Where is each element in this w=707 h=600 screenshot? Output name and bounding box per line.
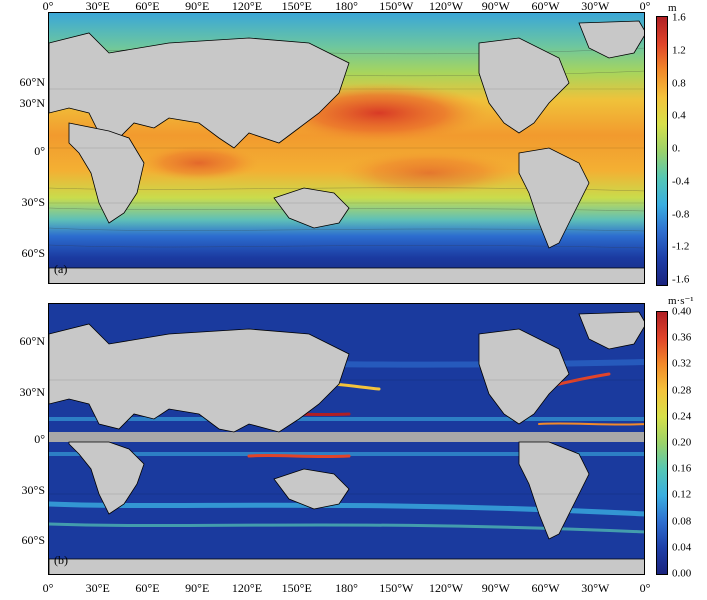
longitude-label-bottom: 30°E (85, 581, 110, 595)
longitude-label-top: 60°E (135, 0, 160, 13)
longitude-label-bottom: 0° (639, 581, 651, 595)
longitude-label-top: 90°W (481, 0, 510, 13)
longitude-label-top: 30°E (85, 0, 110, 13)
longitude-label-bottom: 120°W (428, 581, 464, 595)
latitude-label-a: 0° (34, 144, 45, 158)
ssh-colorbar-unit: m (668, 2, 677, 14)
velocity-map (49, 304, 644, 574)
latitude-label-a: 60°S (21, 246, 45, 260)
velocity-colorbar-tick: 0.00 (672, 567, 692, 580)
velocity-colorbar-tick: 0.04 (672, 541, 692, 554)
latitude-label-b: 30°S (21, 483, 45, 497)
latitude-label-b: 60°S (21, 533, 45, 547)
longitude-label-bottom: 60°W (531, 581, 560, 595)
velocity-colorbar-tick: 0.28 (672, 384, 692, 397)
longitude-label-top: 30°W (581, 0, 610, 13)
latitude-label-a: 60°N (19, 75, 45, 89)
ssh-colorbar-tick: 1.2 (672, 44, 686, 57)
geostrophic-velocity-map-panel: (b) (48, 303, 645, 575)
velocity-colorbar-tick: 0.12 (672, 488, 692, 501)
velocity-colorbar-tick: 0.08 (672, 515, 692, 528)
velocity-colorbar-unit: m·s⁻¹ (668, 295, 694, 307)
longitude-label-top: 180° (335, 0, 358, 13)
latitude-label-b: 30°N (19, 385, 45, 399)
ssh-colorbar-tick: 0. (672, 142, 681, 155)
longitude-label-top: 60°W (531, 0, 560, 13)
ssh-colorbar-tick: -0.8 (672, 208, 690, 220)
latitude-label-a: 30°N (19, 96, 45, 110)
panel-b-label: (b) (54, 553, 68, 567)
longitude-label-bottom: 90°W (481, 581, 510, 595)
velocity-colorbar-tick: 0.36 (672, 331, 692, 344)
ssh-colorbar (656, 16, 668, 286)
longitude-label-top: 120°W (428, 0, 464, 13)
longitude-label-top: 0° (639, 0, 651, 13)
longitude-label-bottom: 150°W (379, 581, 414, 595)
ssh-colorbar-tick: 0.8 (672, 77, 686, 89)
longitude-label-top: 150°W (379, 0, 414, 13)
velocity-colorbar-tick: 0.20 (672, 436, 692, 449)
latitude-label-b: 0° (34, 432, 45, 446)
longitude-label-top: 90°E (185, 0, 210, 13)
longitude-label-bottom: 90°E (185, 581, 210, 595)
latitude-label-b: 60°N (19, 334, 45, 348)
panel-a-label: (a) (54, 262, 68, 276)
longitude-label-top: 150°E (281, 0, 312, 13)
velocity-colorbar (656, 311, 668, 575)
velocity-colorbar-tick: 0.24 (672, 410, 692, 423)
longitude-label-bottom: 150°E (281, 581, 312, 595)
longitude-label-bottom: 120°E (231, 581, 263, 595)
longitude-label-bottom: 0° (42, 581, 54, 595)
latitude-label-a: 30°S (21, 195, 45, 209)
ssh-map (49, 13, 644, 283)
ssh-colorbar-tick: -1.6 (672, 273, 690, 286)
velocity-colorbar-tick: 0.32 (672, 357, 692, 370)
ssh-colorbar-tick: 0.4 (672, 109, 686, 122)
velocity-colorbar-tick: 0.40 (672, 305, 692, 318)
longitude-label-top: 120°E (231, 0, 263, 13)
longitude-label-bottom: 180° (335, 581, 358, 595)
longitude-label-bottom: 60°E (135, 581, 160, 595)
longitude-label-bottom: 30°W (581, 581, 610, 595)
ssh-colorbar-tick: -0.4 (672, 175, 690, 188)
longitude-label-top: 0° (42, 0, 54, 13)
ssh-colorbar-tick: -1.2 (672, 240, 690, 253)
ssh-colorbar-tick: 1.6 (672, 11, 686, 24)
sea-surface-height-map-panel: (a) (48, 12, 645, 284)
velocity-colorbar-tick: 0.16 (672, 462, 692, 475)
